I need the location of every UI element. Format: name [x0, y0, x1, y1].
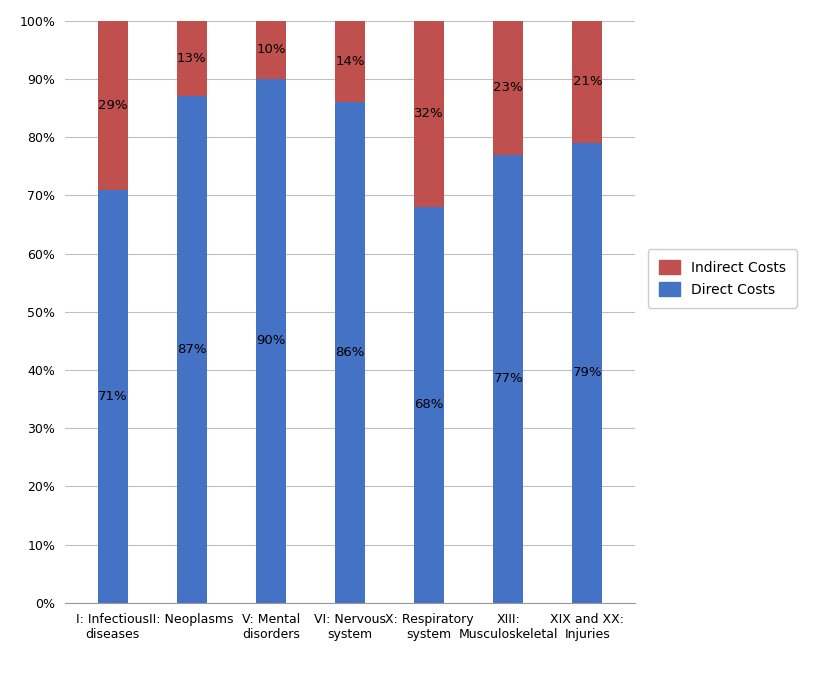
Text: 29%: 29%: [98, 98, 127, 112]
Bar: [177, 96, 207, 603]
Text: 87%: 87%: [177, 343, 207, 356]
Text: 10%: 10%: [256, 44, 286, 56]
Bar: [335, 21, 365, 103]
Text: 71%: 71%: [98, 389, 128, 403]
Bar: [414, 21, 444, 207]
Text: 14%: 14%: [335, 55, 365, 68]
Bar: [493, 155, 523, 603]
Legend: Indirect Costs, Direct Costs: Indirect Costs, Direct Costs: [648, 249, 797, 308]
Bar: [493, 21, 523, 155]
Bar: [256, 21, 286, 79]
Bar: [177, 21, 207, 96]
Text: 13%: 13%: [177, 52, 207, 65]
Text: 32%: 32%: [414, 107, 444, 121]
Text: 79%: 79%: [573, 367, 602, 380]
Text: 68%: 68%: [414, 398, 444, 412]
Bar: [414, 207, 444, 603]
Bar: [572, 143, 602, 603]
Text: 86%: 86%: [335, 346, 365, 359]
Bar: [98, 21, 128, 190]
Bar: [98, 190, 128, 603]
Bar: [572, 21, 602, 143]
Bar: [335, 103, 365, 603]
Bar: [256, 79, 286, 603]
Text: 23%: 23%: [493, 81, 523, 94]
Text: 90%: 90%: [256, 335, 286, 347]
Text: 77%: 77%: [493, 372, 523, 385]
Text: 21%: 21%: [572, 76, 602, 89]
